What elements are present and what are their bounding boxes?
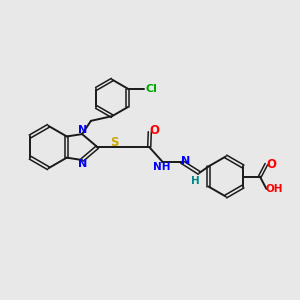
Text: NH: NH (153, 162, 171, 172)
Text: N: N (181, 156, 190, 166)
Text: H: H (191, 176, 200, 186)
Text: OH: OH (266, 184, 284, 194)
Text: N: N (78, 159, 87, 169)
Text: O: O (267, 158, 277, 171)
Text: Cl: Cl (146, 84, 158, 94)
Text: S: S (110, 136, 118, 148)
Text: O: O (150, 124, 160, 137)
Text: N: N (78, 125, 87, 135)
